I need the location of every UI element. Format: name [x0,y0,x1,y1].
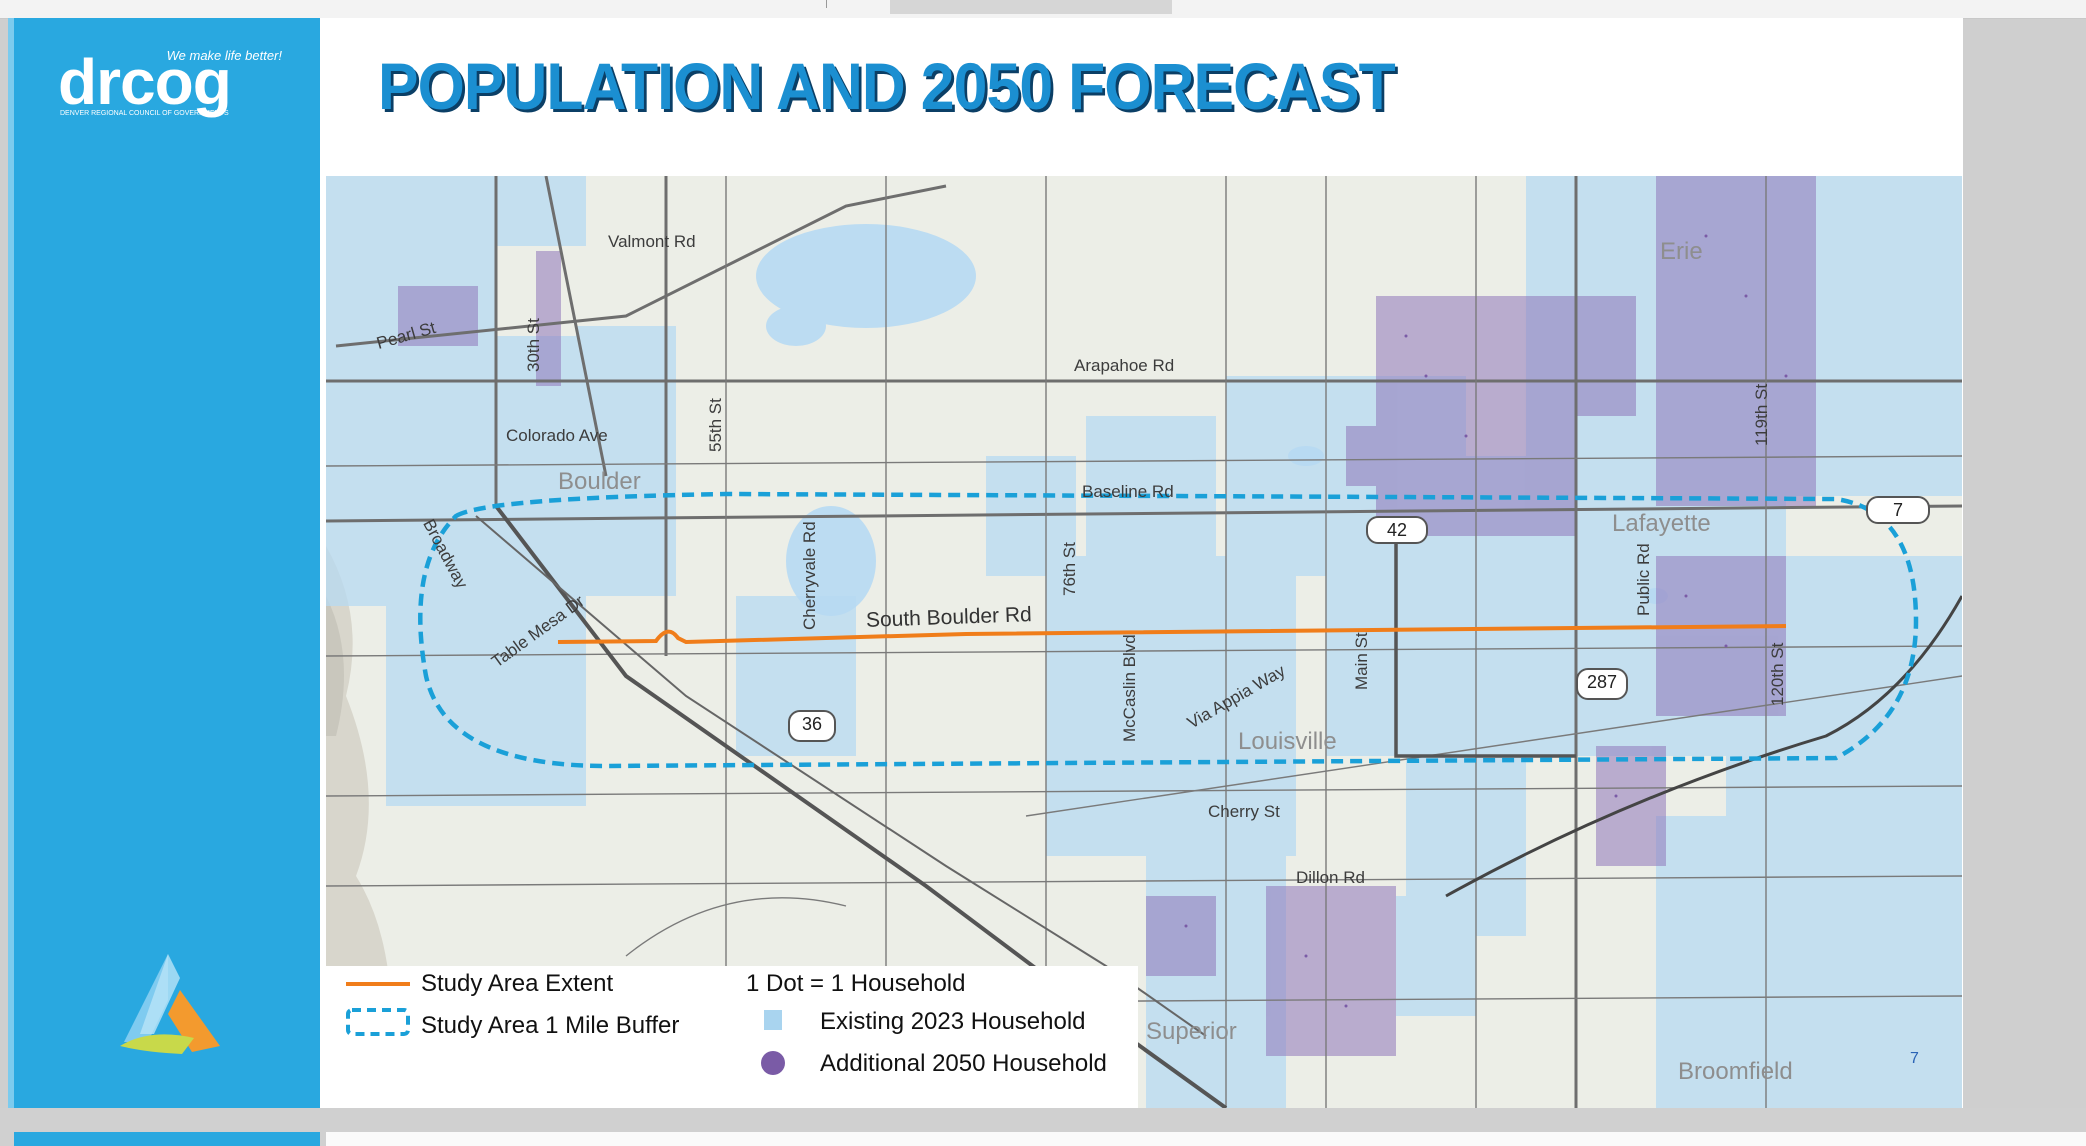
page-number: 7 [1910,1050,1919,1067]
label-public-rd: Public Rd [1634,543,1653,616]
label-55th-st: 55th St [706,398,725,452]
place-erie: Erie [1660,238,1703,265]
study-area-extent-swatch [346,982,410,986]
next-slide-sidebar-edge [14,1132,320,1146]
label-119th-st: 119th St [1752,383,1771,446]
label-mccaslin-blvd: McCaslin Blvd [1120,634,1139,742]
label-cherryvale-rd: Cherryvale Rd [800,521,819,630]
logo-wordmark: drcog [58,46,232,118]
toolbar-divider [826,0,827,8]
label-baseline-rd: Baseline Rd [1082,482,1174,501]
legend-additional-household: Additional 2050 Household [820,1050,1107,1077]
place-lafayette: Lafayette [1612,510,1711,537]
legend-existing-household: Existing 2023 Household [820,1008,1086,1035]
legend-dot-scale: 1 Dot = 1 Household [746,970,966,997]
legend-study-area-buffer: Study Area 1 Mile Buffer [421,1012,680,1039]
additional-household-swatch [761,1051,785,1075]
legend-study-area-extent: Study Area Extent [421,970,614,997]
existing-household-swatch [764,1010,782,1030]
label-30th-st: 30th St [524,318,543,372]
page-title: POPULATION AND 2050 FORECAST [378,49,1396,123]
route-42-shield: 42 [1366,516,1428,544]
label-colorado-ave: Colorado Ave [506,426,608,445]
route-36-shield: 36 [788,710,836,742]
label-main-st: Main St [1352,632,1371,690]
label-dillon-rd: Dillon Rd [1296,868,1365,887]
route-287-shield: 287 [1576,668,1628,700]
logo-tagline: We make life better! [166,48,282,63]
label-valmont-rd: Valmont Rd [608,232,696,251]
label-cherry-st: Cherry St [1208,802,1280,821]
label-76th-st: 76th St [1060,542,1079,596]
toolbar-tab[interactable] [890,0,1172,14]
place-broomfield: Broomfield [1678,1058,1793,1085]
top-toolbar-strip [0,0,2086,19]
logo-subtitle: DENVER REGIONAL COUNCIL OF GOVERNMENTS [60,110,229,117]
map-legend: Study Area Extent Study Area 1 Mile Buff… [326,966,1138,1108]
label-arapahoe-rd: Arapahoe Rd [1074,356,1175,375]
drcog-logo: We make life better! drcog DENVER REGION… [58,46,282,118]
next-slide-edge [326,1132,2086,1146]
place-superior: Superior [1146,1018,1237,1045]
slide-sidebar [8,18,320,1108]
route-7-shield: 7 [1866,496,1930,524]
bottom-strip [0,1108,2086,1146]
study-area-buffer-outline [418,491,1919,769]
study-area-map: Valmont Rd Pearl St 30th St Arapahoe Rd … [326,176,1962,1108]
label-120th-st: 120th St [1768,642,1787,706]
place-louisville: Louisville [1238,728,1337,755]
drcog-emblem-icon [120,954,220,1054]
study-area-extent-line [557,624,1787,645]
place-boulder: Boulder [558,468,641,495]
study-area-buffer-swatch [346,1008,410,1036]
